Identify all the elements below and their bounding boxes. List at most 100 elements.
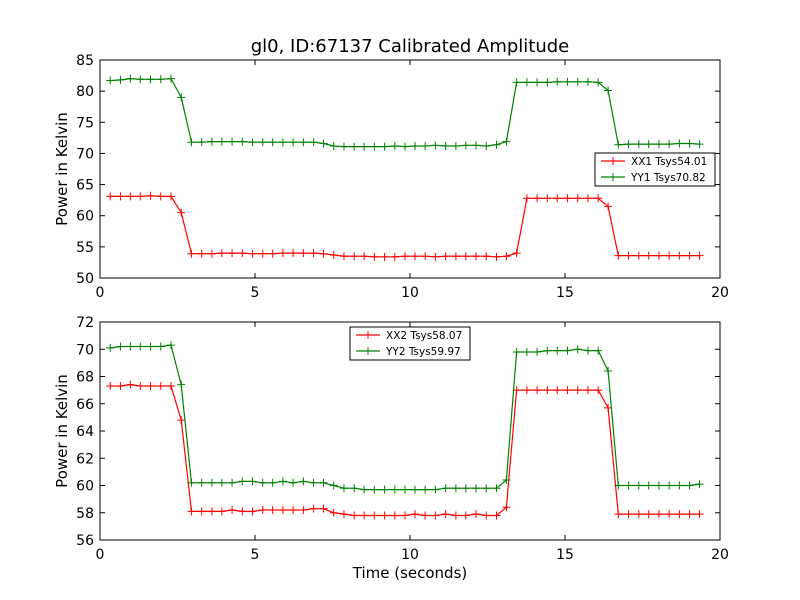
- data-point-marker: [410, 510, 419, 519]
- data-point-marker: [380, 142, 389, 151]
- data-point-marker: [604, 403, 613, 412]
- data-point-marker: [197, 138, 206, 147]
- data-point-marker: [624, 510, 633, 519]
- data-point-marker: [350, 142, 359, 151]
- x-tick-label: 0: [96, 547, 105, 563]
- data-point-marker: [278, 477, 287, 486]
- data-point-marker: [258, 249, 267, 258]
- x-axis-label: Time (seconds): [352, 564, 468, 582]
- data-point-marker: [156, 192, 165, 201]
- x-tick-label: 10: [401, 285, 419, 301]
- data-point-marker: [126, 380, 135, 389]
- data-point-marker: [166, 74, 175, 83]
- data-point-marker: [461, 252, 470, 261]
- data-point-marker: [512, 78, 521, 87]
- data-point-marker: [370, 252, 379, 261]
- data-point-marker: [258, 138, 267, 147]
- data-point-marker: [238, 249, 247, 258]
- data-point-marker: [116, 342, 125, 351]
- data-point-marker: [238, 137, 247, 146]
- data-point-marker: [339, 252, 348, 261]
- data-point-marker: [116, 382, 125, 391]
- data-point-marker: [431, 485, 440, 494]
- data-point-marker: [401, 485, 410, 494]
- data-point-marker: [360, 142, 369, 151]
- data-point-marker: [522, 78, 531, 87]
- data-point-marker: [228, 249, 237, 258]
- data-point-marker: [106, 192, 115, 201]
- data-point-marker: [156, 382, 165, 391]
- data-point-marker: [441, 484, 450, 493]
- data-point-marker: [299, 477, 308, 486]
- data-point-marker: [238, 507, 247, 516]
- data-point-marker: [594, 386, 603, 395]
- data-point-marker: [299, 249, 308, 258]
- data-point-marker: [339, 510, 348, 519]
- data-point-marker: [319, 478, 328, 487]
- data-point-marker: [441, 252, 450, 261]
- data-point-marker: [634, 251, 643, 260]
- legend-box: [349, 326, 471, 361]
- data-point-marker: [177, 208, 186, 217]
- data-point-marker: [217, 249, 226, 258]
- data-point-marker: [685, 510, 694, 519]
- top-panel-xx1-yy1: 0 5 10 15 20 50 55 60 65 70 75 80 85 Power in Kelvin X…: [53, 53, 729, 301]
- data-point-marker: [482, 141, 491, 150]
- data-point-marker: [604, 86, 613, 95]
- data-point-marker: [339, 142, 348, 151]
- data-point-marker: [217, 137, 226, 146]
- data-point-marker: [207, 507, 216, 516]
- data-point-marker: [543, 194, 552, 203]
- x-tick-label: 20: [711, 547, 729, 563]
- data-point-marker: [380, 252, 389, 261]
- legend-marker: [364, 331, 372, 339]
- data-point-marker: [299, 138, 308, 147]
- data-point-marker: [146, 75, 155, 84]
- data-point-marker: [238, 477, 247, 486]
- data-point-marker: [421, 485, 430, 494]
- data-point-marker: [421, 511, 430, 520]
- data-point-marker: [614, 140, 623, 149]
- data-point-marker: [665, 481, 674, 490]
- data-point-marker: [207, 249, 216, 258]
- data-point-marker: [472, 484, 481, 493]
- x-tick-label: 0: [96, 285, 105, 301]
- y-tick-label: 65: [76, 178, 94, 194]
- data-point-marker: [136, 382, 145, 391]
- data-point-marker: [533, 386, 542, 395]
- data-point-marker: [350, 252, 359, 261]
- data-point-marker: [278, 138, 287, 147]
- data-point-marker: [461, 484, 470, 493]
- legend-marker: [609, 157, 617, 165]
- data-point-marker: [675, 139, 684, 148]
- data-point-marker: [390, 485, 399, 494]
- data-point-marker: [512, 347, 521, 356]
- y-tick-label: 85: [76, 53, 94, 69]
- legend-entry-label: XX2 Tsys58.07: [386, 330, 462, 342]
- data-point-marker: [136, 342, 145, 351]
- data-point-marker: [258, 506, 267, 515]
- data-point-marker: [166, 341, 175, 350]
- data-point-marker: [665, 251, 674, 260]
- data-point-marker: [258, 478, 267, 487]
- data-point-marker: [583, 386, 592, 395]
- data-point-marker: [410, 141, 419, 150]
- data-point-marker: [410, 252, 419, 261]
- data-point-marker: [573, 194, 582, 203]
- data-point-marker: [177, 93, 186, 102]
- y-tick-label: 60: [76, 209, 94, 225]
- y-tick-label: 50: [76, 271, 94, 287]
- data-point-marker: [441, 141, 450, 150]
- data-point-marker: [644, 481, 653, 490]
- data-point-marker: [512, 249, 521, 258]
- data-point-marker: [472, 141, 481, 150]
- data-point-marker: [553, 194, 562, 203]
- data-point-marker: [451, 511, 460, 520]
- data-point-marker: [431, 141, 440, 150]
- data-point-marker: [695, 510, 704, 519]
- data-point-marker: [126, 192, 135, 201]
- data-point-marker: [309, 138, 318, 147]
- legend: XX1 Tsys54.01 YY1 Tsys70.82: [594, 152, 716, 187]
- data-point-marker: [217, 507, 226, 516]
- data-point-marker: [461, 141, 470, 150]
